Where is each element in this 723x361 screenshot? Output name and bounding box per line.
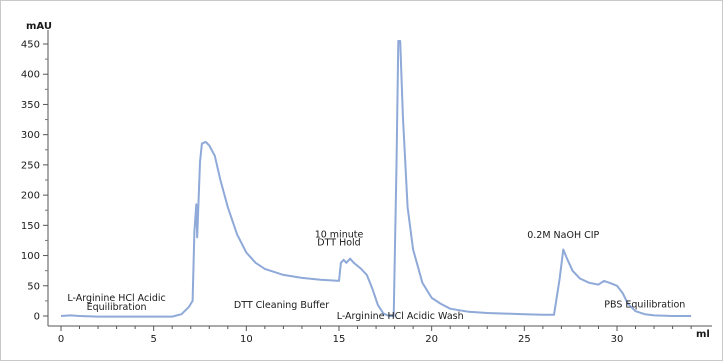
y-tick-label: 150 bbox=[21, 221, 40, 232]
y-tick-label: 350 bbox=[21, 100, 40, 111]
annotation-label: DTT Cleaning Buffer bbox=[234, 300, 329, 311]
y-tick-label: 0 bbox=[34, 312, 40, 323]
annotation-label: Equilibration bbox=[87, 302, 147, 313]
annotation-label: 0.2M NaOH CIP bbox=[527, 230, 599, 241]
y-unit-label: mAU bbox=[26, 21, 52, 32]
x-tick-label: 30 bbox=[611, 334, 624, 345]
annotation-label: DTT Hold bbox=[317, 237, 360, 248]
y-tick-label: 400 bbox=[21, 70, 40, 81]
annotation-label: 10 minute bbox=[315, 229, 364, 240]
axes bbox=[47, 30, 712, 327]
x-tick-label: 5 bbox=[150, 334, 156, 345]
y-tick-label: 200 bbox=[21, 191, 40, 202]
x-tick-label: 10 bbox=[240, 334, 253, 345]
annotation-label: PBS Equilibration bbox=[604, 300, 685, 311]
ticks: 0 50 100 150 200 250 300 350 400 450 0 5 10 15 20 25 30 bbox=[21, 40, 692, 345]
annotation-label: L-Arginine HCl Acidic Wash bbox=[337, 311, 464, 322]
x-tick-label: 0 bbox=[58, 334, 64, 345]
x-unit-label: ml bbox=[696, 329, 710, 340]
x-tick-label: 20 bbox=[425, 334, 438, 345]
y-tick-label: 50 bbox=[27, 281, 40, 292]
chromatogram-trace bbox=[60, 40, 692, 318]
x-tick-label: 25 bbox=[518, 334, 531, 345]
x-tick-label: 15 bbox=[333, 334, 346, 345]
y-tick-label: 300 bbox=[21, 130, 40, 141]
annotation-label: L-Arginine HCl Acidic bbox=[67, 293, 165, 304]
y-tick-label: 100 bbox=[21, 251, 40, 262]
y-tick-label: 450 bbox=[21, 40, 40, 51]
y-tick-label: 250 bbox=[21, 160, 40, 171]
